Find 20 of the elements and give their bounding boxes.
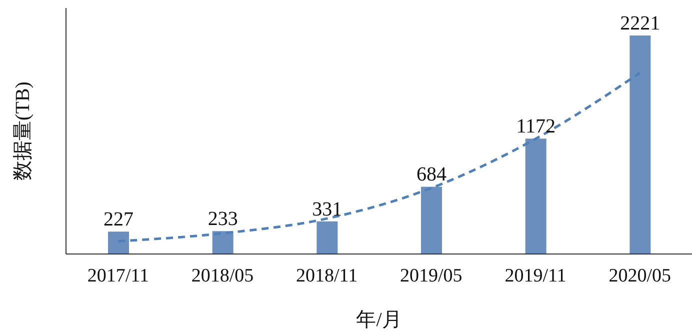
data-label: 1172 xyxy=(516,116,556,138)
bar xyxy=(630,35,651,254)
bar xyxy=(212,231,234,254)
x-tick-label: 2017/11 xyxy=(87,265,149,286)
x-tick-label: 2020/05 xyxy=(608,265,671,286)
x-tick-label: 2019/05 xyxy=(400,265,462,286)
x-tick-label: 2019/11 xyxy=(504,265,566,286)
data-label: 331 xyxy=(312,198,342,220)
bar xyxy=(525,138,546,254)
x-tick-label: 2018/05 xyxy=(191,265,254,286)
data-label: 227 xyxy=(104,208,134,231)
x-axis-title: 年/月 xyxy=(356,309,402,331)
data-label: 233 xyxy=(208,208,238,230)
x-tick-label: 2018/11 xyxy=(296,265,358,286)
bar xyxy=(108,232,129,254)
data-label: 2221 xyxy=(620,12,660,34)
y-axis-title: 数据量(TB) xyxy=(12,82,34,180)
bar xyxy=(421,186,442,254)
bar xyxy=(316,221,338,254)
data-label: 684 xyxy=(416,164,446,186)
